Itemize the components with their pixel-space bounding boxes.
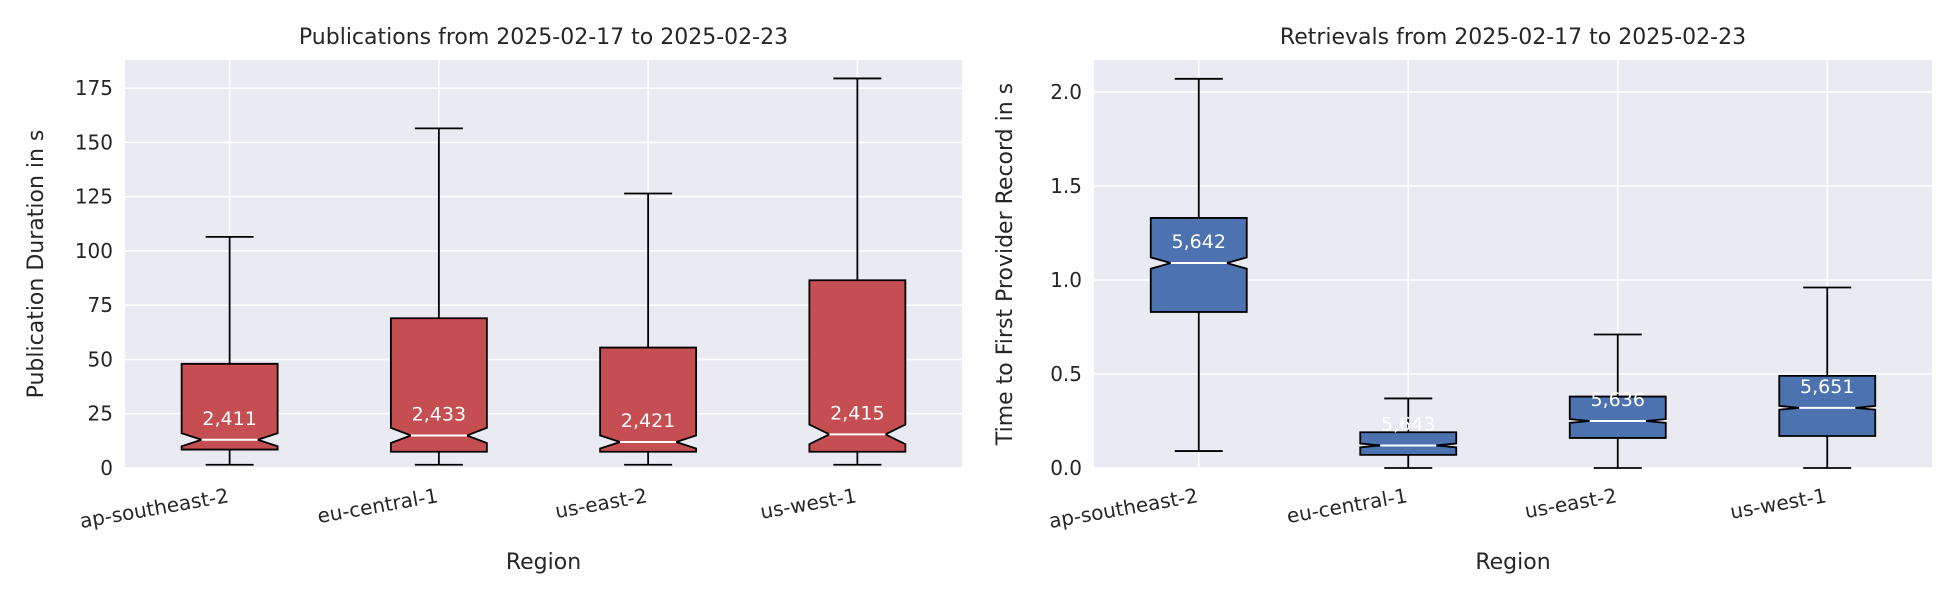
y-tick-label: 1.0	[1050, 268, 1082, 292]
x-tick-label: eu-central-1	[1285, 483, 1409, 528]
count-label: 2,415	[830, 402, 884, 424]
count-label: 2,433	[412, 403, 466, 425]
x-tick-label: us-west-1	[1728, 483, 1828, 524]
x-tick-label: us-east-2	[553, 483, 649, 523]
box	[1568, 395, 1667, 439]
count-label: 2,421	[621, 410, 675, 432]
count-label: 5,651	[1800, 376, 1854, 398]
x-tick-label: us-west-1	[758, 483, 858, 524]
x-tick-label: ap-southeast-2	[78, 483, 231, 533]
x-axis-label: Region	[506, 550, 581, 575]
count-label: 5,636	[1591, 389, 1645, 411]
y-tick-label: 0	[100, 456, 113, 480]
box	[1149, 217, 1248, 313]
chart-title: Publications from 2025-02-17 to 2025-02-…	[299, 25, 788, 50]
y-tick-label: 0.0	[1050, 456, 1082, 480]
y-tick-label: 2.0	[1050, 80, 1082, 104]
y-tick-label: 150	[75, 130, 113, 154]
count-label: 5,643	[1381, 413, 1435, 435]
box	[599, 346, 698, 453]
y-tick-label: 100	[75, 239, 113, 263]
y-tick-label: 25	[88, 402, 113, 426]
y-tick-label: 75	[88, 293, 113, 317]
count-label: 5,642	[1172, 231, 1226, 253]
box	[1359, 431, 1458, 456]
x-tick-label: eu-central-1	[315, 483, 439, 528]
x-axis-label: Region	[1475, 550, 1550, 575]
y-axis-label: Time to First Provider Record in s	[993, 83, 1018, 446]
y-tick-label: 50	[88, 347, 113, 371]
y-tick-label: 1.5	[1050, 174, 1082, 198]
y-tick-label: 125	[75, 185, 113, 209]
y-tick-label: 0.5	[1050, 362, 1082, 386]
x-tick-label: us-east-2	[1523, 483, 1619, 523]
box	[180, 362, 279, 451]
box	[1778, 374, 1877, 437]
box	[389, 317, 488, 453]
y-axis-label: Publication Duration in s	[24, 130, 49, 399]
x-tick-label: ap-southeast-2	[1047, 483, 1200, 533]
count-label: 2,411	[202, 408, 256, 430]
chart-title: Retrievals from 2025-02-17 to 2025-02-23	[1280, 25, 1746, 50]
box	[808, 279, 907, 453]
y-tick-label: 175	[75, 76, 113, 100]
